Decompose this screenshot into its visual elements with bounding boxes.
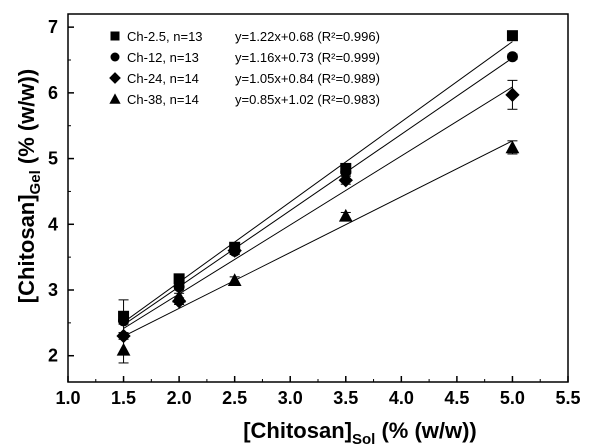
data-point-triangle bbox=[338, 208, 353, 222]
y-axis-title: [Chitosan]Gel (% (w/w)) bbox=[14, 69, 44, 303]
y-tick-label: 5 bbox=[48, 149, 58, 169]
x-axis-title: [Chitosan]Sol (% (w/w)) bbox=[243, 418, 477, 447]
data-point-square bbox=[173, 273, 185, 285]
fit-line-triangle bbox=[123, 140, 513, 337]
y-axis-title-sub: Gel bbox=[27, 170, 44, 194]
legend-series-name: Ch-38, n=14 bbox=[127, 92, 199, 107]
legend: Ch-2.5, n=13 y=1.22x+0.68 (R²=0.996) Ch-12… bbox=[109, 29, 380, 107]
x-axis-title-main: [Chitosan] bbox=[243, 418, 352, 443]
y-axis-title-main: [Chitosan] bbox=[14, 194, 39, 303]
legend-series-name: Ch-24, n=14 bbox=[127, 71, 199, 86]
legend-fit-equation: y=1.16x+0.73 (R²=0.999) bbox=[235, 50, 380, 65]
data-point-square bbox=[506, 30, 518, 42]
x-axis-title-sub: Sol bbox=[352, 431, 375, 447]
x-tick-label: 5.0 bbox=[500, 388, 525, 408]
legend-marker-circle bbox=[110, 52, 120, 62]
fit-lines-group bbox=[123, 41, 513, 337]
x-tick-label: 2.0 bbox=[167, 388, 192, 408]
y-tick-label: 7 bbox=[48, 17, 58, 37]
legend-marker-square bbox=[110, 31, 120, 41]
data-point-triangle bbox=[116, 342, 131, 356]
x-axis-title-tail: (% (w/w)) bbox=[375, 418, 476, 443]
x-tick-label: 4.0 bbox=[389, 388, 414, 408]
legend-marker-triangle bbox=[109, 93, 121, 104]
data-point-triangle bbox=[505, 140, 520, 154]
data-point-circle bbox=[173, 281, 185, 293]
y-tick-label: 4 bbox=[48, 214, 58, 234]
y-axis-title-tail: (% (w/w)) bbox=[14, 69, 39, 170]
legend-series-name: Ch-12, n=13 bbox=[127, 50, 199, 65]
x-tick-label: 3.0 bbox=[278, 388, 303, 408]
y-tick-label: 6 bbox=[48, 83, 58, 103]
data-point-diamond bbox=[227, 243, 242, 258]
data-point-circle bbox=[506, 51, 518, 63]
x-tick-label: 3.5 bbox=[333, 388, 358, 408]
fit-line-square bbox=[123, 41, 513, 323]
data-point-diamond bbox=[505, 87, 520, 102]
data-point-triangle bbox=[227, 273, 242, 286]
legend-marker-diamond bbox=[109, 72, 121, 84]
data-point-circle bbox=[118, 315, 130, 327]
fit-line-circle bbox=[123, 57, 513, 326]
x-tick-label: 2.5 bbox=[222, 388, 247, 408]
legend-fit-equation: y=1.22x+0.68 (R²=0.996) bbox=[235, 29, 380, 44]
legend-fit-equation: y=1.05x+0.84 (R²=0.989) bbox=[235, 71, 380, 86]
x-tick-label: 5.5 bbox=[555, 388, 580, 408]
y-tick-label: 2 bbox=[48, 346, 58, 366]
x-tick-label: 1.5 bbox=[111, 388, 136, 408]
legend-series-name: Ch-2.5, n=13 bbox=[127, 29, 203, 44]
data-point-circle bbox=[340, 166, 352, 178]
data-point-diamond bbox=[338, 173, 353, 188]
x-tick-label: 4.5 bbox=[444, 388, 469, 408]
x-tick-label: 1.0 bbox=[55, 388, 80, 408]
axes-group: 1.0 1.5 2.0 2.5 3.0 3.5 4.0 4.5 5.0 5.5 2 3 4 5 6 7 bbox=[48, 13, 581, 408]
legend-fit-equation: y=0.85x+1.02 (R²=0.983) bbox=[235, 92, 380, 107]
markers-group bbox=[116, 30, 520, 356]
y-tick-label: 3 bbox=[48, 280, 58, 300]
data-point-triangle bbox=[172, 289, 186, 303]
fit-line-diamond bbox=[123, 86, 513, 329]
data-point-diamond bbox=[116, 328, 131, 344]
